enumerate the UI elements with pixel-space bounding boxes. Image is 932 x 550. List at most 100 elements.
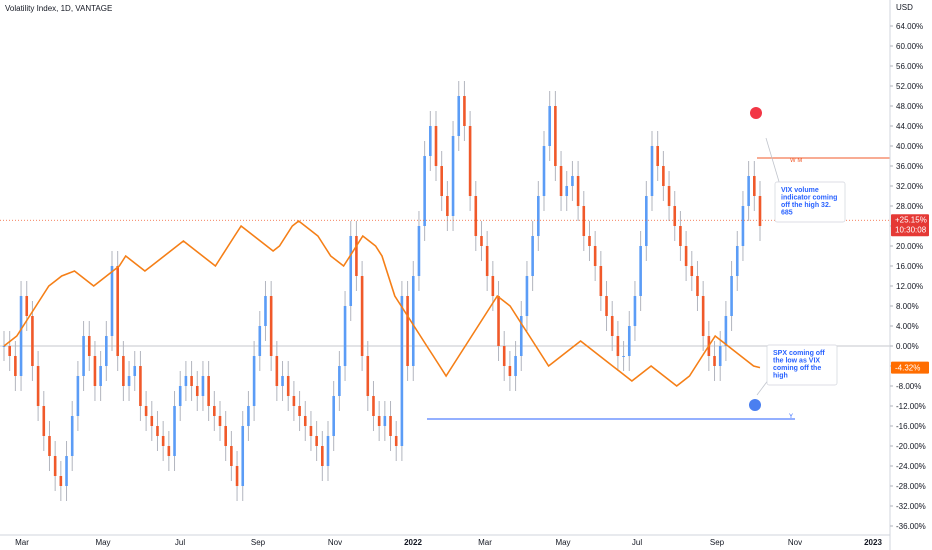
spx-line	[3, 219, 761, 388]
spx-price-badge	[891, 361, 929, 374]
vix-candle	[468, 126, 472, 196]
vix-candle	[252, 356, 256, 406]
vix-candle	[281, 376, 284, 386]
x-tick-label: 2022	[404, 538, 422, 547]
vix-candle	[224, 426, 227, 446]
vix-candle	[645, 196, 648, 246]
vix-candle	[53, 456, 57, 476]
vix-candle	[42, 406, 46, 436]
vix-candle	[349, 236, 353, 306]
y-tick-label: -20.00%	[896, 442, 926, 451]
vix-candle	[343, 306, 347, 366]
vix-candle	[610, 316, 614, 336]
vix-candle	[519, 316, 523, 356]
vix-candle	[8, 346, 11, 356]
vix-candle	[105, 336, 108, 366]
y-tick-label: 36.00%	[896, 162, 923, 171]
vix-candle	[2, 346, 6, 347]
vix-candle	[485, 246, 489, 276]
vix-candle	[434, 126, 438, 166]
vix-candle	[565, 186, 569, 196]
time-axis[interactable]: Mar May Jul Sep Nov 2022 Mar May Jul Sep Nov 2023	[0, 534, 890, 547]
price-axis[interactable]: USD 64.00% 60.00% 56.00% 52.00% 48.00% 44.00% 4…	[889, 0, 926, 550]
vix-candle	[457, 96, 461, 136]
vix-candle	[440, 166, 443, 196]
y-tick-label: 12.00%	[896, 282, 923, 291]
vix-candle	[235, 466, 239, 486]
vix-candle	[25, 296, 29, 316]
vix-candle	[144, 406, 148, 416]
vix-candle	[247, 406, 250, 426]
vix-candle	[303, 416, 307, 426]
vix-candle	[366, 356, 370, 396]
x-tick-label: 2023	[864, 538, 882, 547]
vix-candle	[70, 416, 74, 456]
vix-candle	[122, 356, 125, 386]
x-tick-label: May	[555, 538, 570, 547]
vix-candle	[548, 106, 551, 146]
vix-candle	[616, 336, 620, 356]
vix-candle	[360, 276, 364, 356]
vix-note-box	[774, 181, 846, 223]
vix-candle	[127, 376, 131, 386]
vix-candle	[502, 346, 506, 366]
vix-candle	[190, 376, 193, 386]
vix-candle	[321, 446, 324, 466]
vix-candle	[355, 236, 358, 276]
vix-candle	[292, 396, 296, 406]
last-price-value: +25.15%	[895, 215, 927, 224]
chart-title: Volatility Index, 1D, VANTAGE	[5, 4, 113, 13]
vix-candle	[724, 316, 728, 346]
x-tick-label: Sep	[710, 538, 725, 547]
vix-candle	[679, 226, 682, 246]
vix-candle	[338, 366, 341, 396]
vix-candle	[446, 196, 449, 216]
y-tick-label: 16.00%	[896, 262, 923, 271]
vix-candle	[463, 96, 466, 126]
spx-note-line: coming off the	[773, 365, 821, 372]
vix-candle	[406, 296, 409, 366]
vix-candle	[195, 386, 199, 396]
y-tick-label: -8.00%	[896, 382, 921, 391]
resistance-label: W M	[790, 158, 802, 164]
y-tick-label: -12.00%	[896, 402, 926, 411]
vix-note-line: indicator coming	[781, 195, 837, 202]
vix-candle	[389, 416, 392, 436]
support-label: Y	[789, 414, 793, 420]
vix-candle	[633, 296, 637, 326]
vix-candle	[559, 166, 563, 196]
vix-candle	[718, 346, 722, 366]
vix-candle	[230, 446, 233, 466]
vix-candle	[491, 276, 495, 296]
y-tick-label: 4.00%	[896, 322, 919, 331]
vix-candle	[110, 266, 114, 336]
y-tick-label: 60.00%	[896, 42, 923, 51]
vix-candle	[14, 356, 17, 376]
x-tick-label: Jul	[175, 538, 185, 547]
vix-candle	[662, 166, 665, 186]
vix-candle	[735, 246, 739, 276]
y-tick-label: -32.00%	[896, 502, 926, 511]
y-tick-label: 64.00%	[896, 22, 923, 31]
vix-candle	[429, 126, 432, 156]
vix-candle	[167, 446, 171, 456]
vix-candle	[377, 416, 381, 426]
vix-candle	[411, 276, 415, 366]
vix-candle	[474, 196, 478, 236]
y-tick-label: 0.00%	[896, 342, 919, 351]
vix-candle	[696, 276, 699, 296]
x-tick-label: Jul	[632, 538, 642, 547]
x-tick-label: Nov	[328, 538, 342, 547]
vix-candle	[264, 296, 267, 326]
vix-candle	[537, 196, 540, 236]
y-tick-label: 8.00%	[896, 302, 919, 311]
vix-candle	[178, 386, 182, 406]
callout-leader-red	[765, 137, 781, 186]
vix-candle	[684, 246, 688, 266]
y-tick-label: -24.00%	[896, 462, 926, 471]
spx-note-box	[766, 344, 838, 386]
vix-candle	[400, 296, 404, 446]
vix-candle	[326, 436, 330, 466]
